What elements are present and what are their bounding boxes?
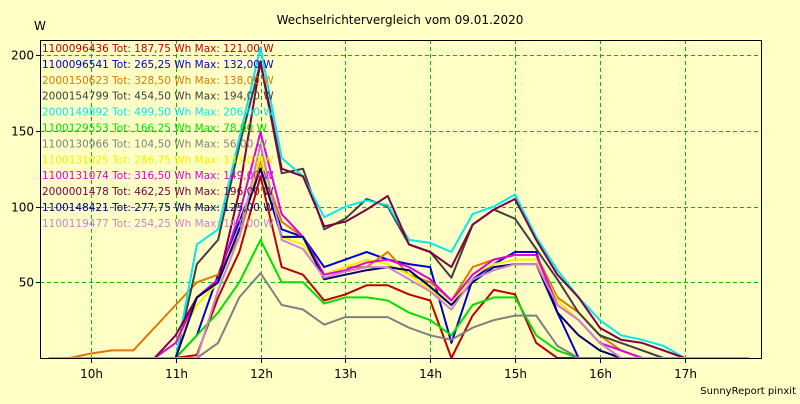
legend-entry-1: 1100096436 Tot: 187,75 Wh Max: 121,00 W bbox=[42, 43, 274, 55]
series-line-9 bbox=[48, 131, 749, 359]
x-tick-label: 14h bbox=[419, 367, 442, 381]
legend-entry-6: 1100129553 Tot: 166,25 Wh Max: 78,00 W bbox=[42, 123, 268, 135]
legend-entry-10: 2000001478 Tot: 462,25 Wh Max: 196,00 W bbox=[42, 186, 274, 198]
y-tick-label: 150 bbox=[11, 125, 34, 139]
chart-title: Wechselrichtervergleich vom 09.01.2020 bbox=[277, 13, 524, 27]
legend-entry-8: 1100131025 Tot: 286,75 Wh Max: 133,00 W bbox=[42, 154, 274, 166]
y-tick-label: 100 bbox=[11, 201, 34, 215]
legend-entry-3: 2000150623 Tot: 328,50 Wh Max: 138,00 W bbox=[42, 75, 274, 87]
legend-entry-11: 1100148421 Tot: 277,75 Wh Max: 125,00 W bbox=[42, 202, 274, 214]
y-axis-unit: W bbox=[34, 19, 46, 33]
legend: 1100096436 Tot: 187,75 Wh Max: 121,00 W 1… bbox=[42, 43, 274, 230]
x-tick-label: 12h bbox=[250, 367, 273, 381]
x-tick-label: 13h bbox=[334, 367, 357, 381]
plot-frame bbox=[40, 40, 762, 359]
x-tick-label: 16h bbox=[589, 367, 612, 381]
series-line-10 bbox=[48, 60, 749, 359]
footer-credit: SunnyReport pinxit bbox=[700, 386, 796, 397]
y-tick-label: 200 bbox=[11, 49, 34, 63]
legend-entry-12: 1100119477 Tot: 254,25 Wh Max: 141,00 W bbox=[42, 218, 274, 230]
legend-entry-7: 1100130966 Tot: 104,50 Wh Max: 56,00 W bbox=[42, 138, 268, 150]
axes: 10h 11h 12h 13h 14h 15h 16h 17h 50 100 150 200 bbox=[11, 49, 697, 382]
series-line-7 bbox=[48, 272, 749, 359]
x-tick-label: 17h bbox=[674, 367, 697, 381]
x-tick-label: 11h bbox=[165, 367, 188, 381]
legend-entry-2: 1100096541 Tot: 265,25 Wh Max: 132,00 W bbox=[42, 59, 274, 71]
grid bbox=[40, 40, 761, 358]
y-tick-label: 50 bbox=[19, 276, 34, 290]
legend-entry-9: 1100131074 Tot: 316,50 Wh Max: 149,00 W bbox=[42, 170, 274, 182]
x-tick-label: 15h bbox=[504, 367, 527, 381]
legend-entry-5: 2000149892 Tot: 499,50 Wh Max: 206,00 W bbox=[42, 107, 274, 119]
legend-entry-4: 2000154799 Tot: 454,50 Wh Max: 194,00 W bbox=[42, 91, 274, 103]
x-tick-label: 10h bbox=[80, 367, 103, 381]
